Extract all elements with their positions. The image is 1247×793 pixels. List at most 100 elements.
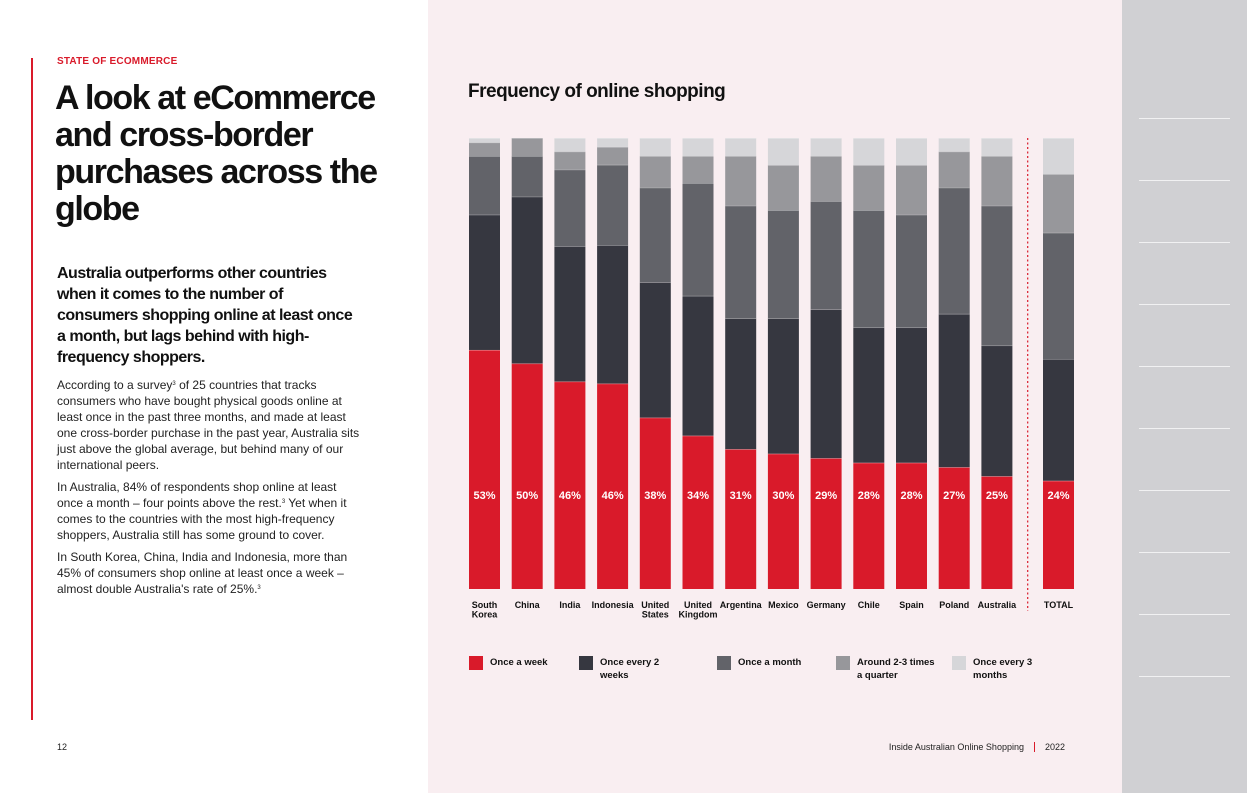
bar-segment bbox=[597, 245, 629, 384]
segment-divider bbox=[810, 458, 842, 459]
strip-rule bbox=[1139, 614, 1230, 615]
strip-rule bbox=[1139, 304, 1230, 305]
segment-divider bbox=[682, 183, 714, 184]
category-label: Argentina bbox=[720, 600, 763, 610]
segment-divider bbox=[469, 156, 500, 157]
data-label: 50% bbox=[516, 490, 538, 502]
bar-segment bbox=[554, 246, 586, 382]
segment-divider bbox=[511, 156, 543, 157]
bar-segment bbox=[810, 156, 842, 202]
bar-segment bbox=[767, 138, 799, 166]
legend-swatch bbox=[579, 656, 593, 670]
bar-segment bbox=[682, 435, 714, 589]
bar-segment bbox=[896, 165, 927, 215]
data-label: 29% bbox=[815, 490, 837, 502]
segment-divider bbox=[810, 309, 842, 310]
bar-segment bbox=[981, 138, 1013, 157]
strip-rule bbox=[1139, 490, 1230, 491]
bar-segment bbox=[1043, 174, 1074, 233]
bar-segment bbox=[938, 138, 970, 152]
strip-rule bbox=[1139, 428, 1230, 429]
data-label: 46% bbox=[602, 490, 624, 502]
bar-segment bbox=[981, 156, 1013, 206]
category-label: Germany bbox=[807, 600, 846, 610]
bar-segment bbox=[511, 138, 543, 157]
bar-segment bbox=[853, 462, 885, 589]
page-footer: Inside Australian Online Shopping 2022 bbox=[889, 742, 1065, 752]
publication-title: Inside Australian Online Shopping bbox=[888, 742, 1024, 752]
section-label: STATE OF ECOMMERCE bbox=[57, 56, 178, 67]
bar-segment bbox=[853, 165, 885, 211]
segment-divider bbox=[896, 138, 927, 139]
strip-rule bbox=[1139, 366, 1230, 367]
bar-segment bbox=[469, 214, 500, 350]
segment-divider bbox=[1043, 358, 1074, 360]
bar-segment bbox=[981, 345, 1013, 477]
bar-segment bbox=[639, 187, 671, 283]
bar-segment bbox=[725, 138, 757, 157]
body-text: According to a survey3 of 25 countries t… bbox=[57, 377, 362, 603]
bar-segment bbox=[853, 210, 885, 328]
bar-segment bbox=[511, 196, 543, 364]
legend-label: Around 2-3 times a quarter bbox=[857, 657, 935, 681]
category-label: Australia bbox=[978, 600, 1018, 610]
chart-legend: Once a week Once every 2 weeks Once a mont… bbox=[469, 656, 1109, 696]
data-label: 46% bbox=[559, 490, 581, 502]
segment-divider bbox=[938, 138, 970, 139]
segment-divider bbox=[639, 187, 671, 189]
footnote-ref: 3 bbox=[257, 585, 261, 591]
bar-segment bbox=[896, 327, 927, 463]
page-number: 12 bbox=[57, 742, 68, 752]
bar-segment bbox=[682, 138, 714, 157]
data-label: 34% bbox=[687, 490, 709, 502]
bar-segment bbox=[725, 156, 757, 206]
segment-divider bbox=[853, 165, 885, 166]
category-label: China bbox=[515, 600, 541, 610]
segment-divider bbox=[767, 138, 799, 139]
bar-segment bbox=[597, 383, 629, 589]
bar-segment bbox=[597, 138, 629, 147]
category-label: Kingdom bbox=[679, 610, 718, 620]
category-label: TOTAL bbox=[1044, 600, 1074, 610]
segment-divider bbox=[511, 138, 543, 139]
segment-divider bbox=[938, 187, 970, 189]
segment-divider bbox=[853, 327, 885, 329]
segment-divider bbox=[597, 383, 629, 385]
legend-swatch bbox=[952, 656, 966, 670]
bar-segment bbox=[810, 458, 842, 589]
chart-title: Frequency of online shopping bbox=[468, 81, 726, 102]
segment-divider bbox=[725, 156, 757, 157]
legend-swatch bbox=[836, 656, 850, 670]
bar-segment bbox=[1043, 232, 1074, 359]
text-run: In South Korea, China, India and Indones… bbox=[57, 550, 348, 596]
data-label: 24% bbox=[1047, 490, 1069, 502]
segment-divider bbox=[639, 417, 671, 419]
bar-segment bbox=[938, 467, 970, 589]
segment-divider bbox=[853, 138, 885, 139]
legend-item: Around 2-3 times a quarter bbox=[836, 656, 939, 682]
bar-segment bbox=[853, 138, 885, 166]
segment-divider bbox=[1043, 138, 1074, 139]
footer-divider bbox=[1033, 742, 1035, 752]
bar-segment bbox=[938, 187, 970, 314]
text-column: STATE OF ECOMMERCE A look at eCommerce a… bbox=[0, 0, 428, 793]
legend-label: Once every 2 weeks bbox=[600, 657, 660, 681]
segment-divider bbox=[554, 138, 586, 139]
segment-divider bbox=[981, 138, 1013, 139]
segment-divider bbox=[1043, 480, 1074, 482]
side-strip bbox=[1122, 0, 1247, 793]
segment-divider bbox=[597, 146, 629, 148]
segment-divider bbox=[767, 453, 799, 455]
bar-segment bbox=[810, 138, 842, 157]
segment-divider bbox=[469, 349, 500, 351]
segment-divider bbox=[682, 435, 714, 437]
data-label: 25% bbox=[986, 490, 1008, 502]
bar-segment bbox=[767, 318, 799, 454]
segment-divider bbox=[767, 210, 799, 211]
category-label: India bbox=[559, 600, 581, 610]
strip-rule bbox=[1139, 242, 1230, 243]
segment-divider bbox=[725, 449, 757, 450]
segment-divider bbox=[554, 151, 586, 153]
segment-divider bbox=[597, 245, 629, 246]
